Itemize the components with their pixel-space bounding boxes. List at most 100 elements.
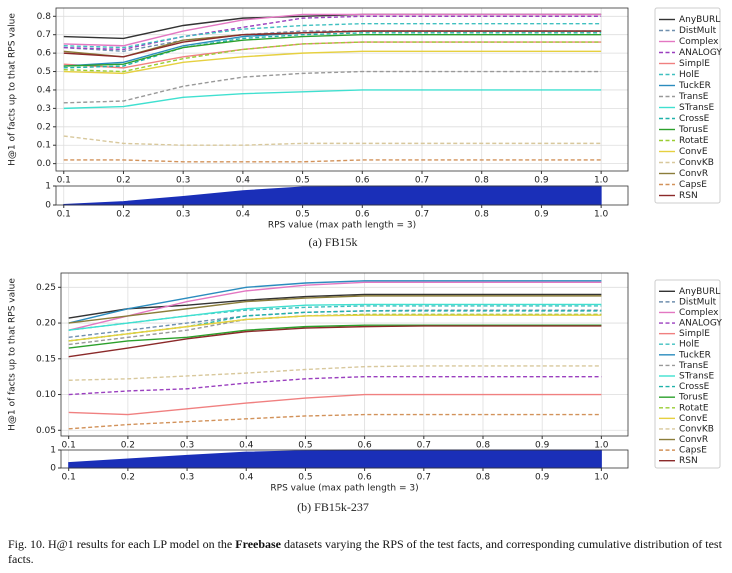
legend-label: DistMult <box>679 26 717 36</box>
x-tick-label: 0.2 <box>121 473 135 483</box>
x-tick-label: 0.6 <box>355 210 370 220</box>
series-line <box>63 32 602 69</box>
y-tick-label: 0 <box>50 464 56 474</box>
legend-label: RotatE <box>679 136 709 146</box>
y-tick-label: 1 <box>50 446 56 456</box>
x-tick-label: 0.7 <box>417 441 431 451</box>
legend-label: ConvR <box>679 169 708 179</box>
y-tick-label: 0.4 <box>37 85 52 95</box>
legend-label: SimplE <box>679 329 710 339</box>
series-line <box>68 295 602 324</box>
x-axis-label: RPS value (max path length = 3) <box>270 484 418 494</box>
y-tick-label: 0.0 <box>37 159 52 169</box>
x-tick-label: 0.5 <box>298 473 312 483</box>
x-tick-label: 0.2 <box>116 176 130 186</box>
legend-label: RSN <box>679 191 698 201</box>
x-tick-label: 0.5 <box>298 441 312 451</box>
x-tick-label: 0.8 <box>476 441 491 451</box>
legend-label: Complex <box>679 308 719 318</box>
x-tick-label: 0.8 <box>476 473 491 483</box>
y-tick-label: 0.8 <box>37 12 52 22</box>
legend-label: STransE <box>679 103 714 113</box>
x-tick-label: 0.4 <box>239 473 254 483</box>
x-tick-label: 0.3 <box>176 176 190 186</box>
legend-label: RotatE <box>679 403 709 413</box>
series-line <box>68 303 602 331</box>
legend-label: HolE <box>679 340 700 350</box>
x-tick-label: 0.8 <box>475 176 490 186</box>
series-line <box>63 159 602 163</box>
legend-label: TransE <box>678 361 709 371</box>
x-tick-label: 0.3 <box>180 441 194 451</box>
y-axis-label: H@1 of facts up to that RPS value <box>8 13 18 166</box>
legend-label: HolE <box>679 70 700 80</box>
series-line <box>63 50 602 75</box>
legend-label: ANALOGY <box>679 48 722 58</box>
y-tick-label: 0.6 <box>37 49 52 59</box>
subcaption: (a) FB15k <box>309 235 358 249</box>
caption-bold: Freebase <box>235 537 282 551</box>
x-tick-label: 1.0 <box>594 473 609 483</box>
y-tick-label: 0.10 <box>36 390 56 400</box>
charts: (a) FB15k (b) FB15k-237 0.1 0.2 0.3 0.4 0.5 0… <box>8 7 722 514</box>
legend-label: CapsE <box>679 446 707 456</box>
plot-frame <box>55 185 629 206</box>
plot-frame <box>60 449 629 469</box>
legend-label: CrossE <box>679 114 710 124</box>
y-tick-label: 0.7 <box>37 30 51 40</box>
series-line <box>68 393 602 416</box>
x-axis-label: RPS value (max path length = 3) <box>268 221 416 231</box>
x-tick-label: 0.4 <box>239 441 254 451</box>
plot-frame <box>60 272 629 437</box>
x-tick-label: 1.0 <box>594 176 609 186</box>
series-line <box>63 15 602 51</box>
x-tick-label: 0.1 <box>57 210 71 220</box>
x-tick-label: 0.6 <box>357 441 372 451</box>
y-tick-label: 0.5 <box>37 67 51 77</box>
x-tick-label: 0.5 <box>295 176 309 186</box>
series-line <box>63 13 602 47</box>
x-tick-label: 0.8 <box>475 210 490 220</box>
series-line <box>68 314 602 342</box>
series-line <box>68 293 602 319</box>
y-tick-label: 0.1 <box>37 141 51 151</box>
series-line <box>68 325 602 358</box>
legend-label: CrossE <box>679 382 710 392</box>
series-line <box>68 375 602 396</box>
y-tick-label: 0.2 <box>37 122 51 132</box>
legend-label: CapsE <box>679 180 707 190</box>
legend-label: ConvKB <box>679 158 714 168</box>
x-tick-label: 0.7 <box>415 210 429 220</box>
series-line <box>68 324 602 349</box>
plot-area <box>61 273 628 436</box>
legend-label: ConvE <box>679 414 708 424</box>
series-line <box>63 30 602 58</box>
x-tick-label: 0.9 <box>534 210 549 220</box>
legend-label: ConvR <box>679 435 708 445</box>
legend-label: AnyBURL <box>679 15 720 25</box>
x-tick-label: 0.9 <box>534 176 549 186</box>
legend-label: STransE <box>679 372 714 382</box>
series-line <box>68 305 602 331</box>
x-tick-label: 0.1 <box>62 473 76 483</box>
series-line <box>63 22 602 49</box>
plot-frame <box>55 7 629 172</box>
x-tick-label: 0.6 <box>357 473 372 483</box>
x-tick-label: 0.5 <box>295 210 309 220</box>
legend-label: DistMult <box>679 297 717 307</box>
subcaption: (b) FB15k-237 <box>297 500 369 514</box>
x-tick-label: 0.9 <box>535 441 550 451</box>
x-tick-label: 0.7 <box>417 473 431 483</box>
figure-caption: Fig. 10. H@1 results for each LP model o… <box>8 537 724 567</box>
x-tick-label: 1.0 <box>594 441 609 451</box>
series-line <box>63 41 602 73</box>
y-tick-label: 0.15 <box>36 354 56 364</box>
y-tick-label: 0.3 <box>37 104 51 114</box>
y-tick-label: 0.05 <box>36 426 56 436</box>
x-tick-label: 0.6 <box>355 176 370 186</box>
legend-label: AnyBURL <box>679 287 720 297</box>
x-tick-label: 0.1 <box>57 176 71 186</box>
legend-label: Complex <box>679 37 719 47</box>
legend-label: ANALOGY <box>679 319 722 329</box>
series-line <box>68 281 602 331</box>
